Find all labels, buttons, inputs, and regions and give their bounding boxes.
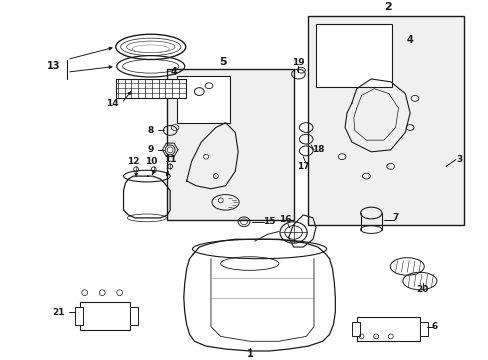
Text: 6: 6 <box>430 322 437 331</box>
Bar <box>356 317 419 341</box>
Text: 18: 18 <box>311 145 324 154</box>
Text: 16: 16 <box>278 215 290 224</box>
Text: 3: 3 <box>456 155 462 164</box>
Text: 12: 12 <box>127 157 139 166</box>
Text: 5: 5 <box>218 58 226 67</box>
Bar <box>351 322 359 336</box>
Text: 21: 21 <box>53 308 65 317</box>
Ellipse shape <box>165 145 175 155</box>
Text: 11: 11 <box>163 155 176 164</box>
Ellipse shape <box>203 154 208 159</box>
Text: 20: 20 <box>416 285 428 294</box>
Text: 17: 17 <box>296 162 309 171</box>
Ellipse shape <box>213 174 218 179</box>
Ellipse shape <box>167 147 173 153</box>
Bar <box>75 307 82 325</box>
Text: 10: 10 <box>144 157 157 166</box>
Text: 13: 13 <box>47 61 60 71</box>
Text: 9: 9 <box>147 145 154 154</box>
Bar <box>177 76 230 123</box>
Text: 1: 1 <box>246 349 253 359</box>
Text: 2: 2 <box>383 2 391 12</box>
Ellipse shape <box>218 198 223 203</box>
Bar <box>315 23 391 87</box>
Bar <box>307 16 463 225</box>
Bar <box>419 322 427 336</box>
Bar <box>116 79 185 98</box>
Bar <box>130 307 138 325</box>
Text: 15: 15 <box>263 217 275 226</box>
Bar <box>167 69 293 220</box>
Text: 7: 7 <box>391 213 398 222</box>
Text: 14: 14 <box>105 99 118 108</box>
Text: 19: 19 <box>291 58 304 67</box>
Bar <box>80 302 130 330</box>
Text: 4: 4 <box>170 67 177 77</box>
Text: 8: 8 <box>147 126 154 135</box>
Text: 4: 4 <box>406 35 413 45</box>
